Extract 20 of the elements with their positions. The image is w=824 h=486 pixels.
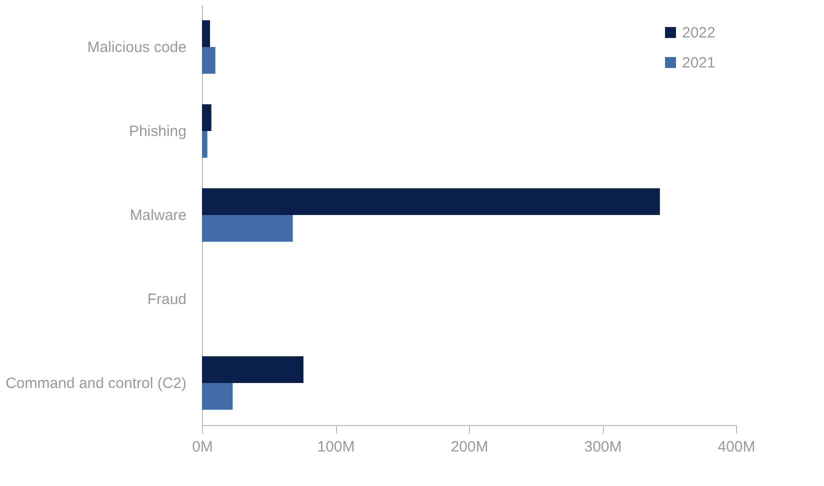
x-tick-label: 100M	[317, 438, 355, 456]
bar	[202, 131, 208, 158]
bar	[202, 104, 212, 131]
x-tick-label: 300M	[584, 438, 622, 456]
bar	[202, 20, 210, 47]
bar	[202, 356, 304, 383]
bar	[202, 188, 660, 215]
y-tick-label: Command and control (C2)	[6, 375, 186, 392]
bar	[202, 383, 233, 410]
x-tick-label: 0M	[192, 438, 213, 456]
bar	[202, 215, 293, 242]
bar	[202, 47, 216, 74]
legend-label: 2021	[682, 54, 716, 72]
y-tick-label: Malicious code	[87, 39, 186, 56]
y-tick-label: Malware	[130, 207, 186, 224]
x-tick-label: 200M	[450, 438, 488, 456]
y-tick-label: Fraud	[147, 291, 186, 308]
legend-label: 2022	[682, 24, 716, 42]
x-tick-label: 400M	[718, 438, 756, 456]
y-tick-label: Phishing	[128, 123, 186, 140]
